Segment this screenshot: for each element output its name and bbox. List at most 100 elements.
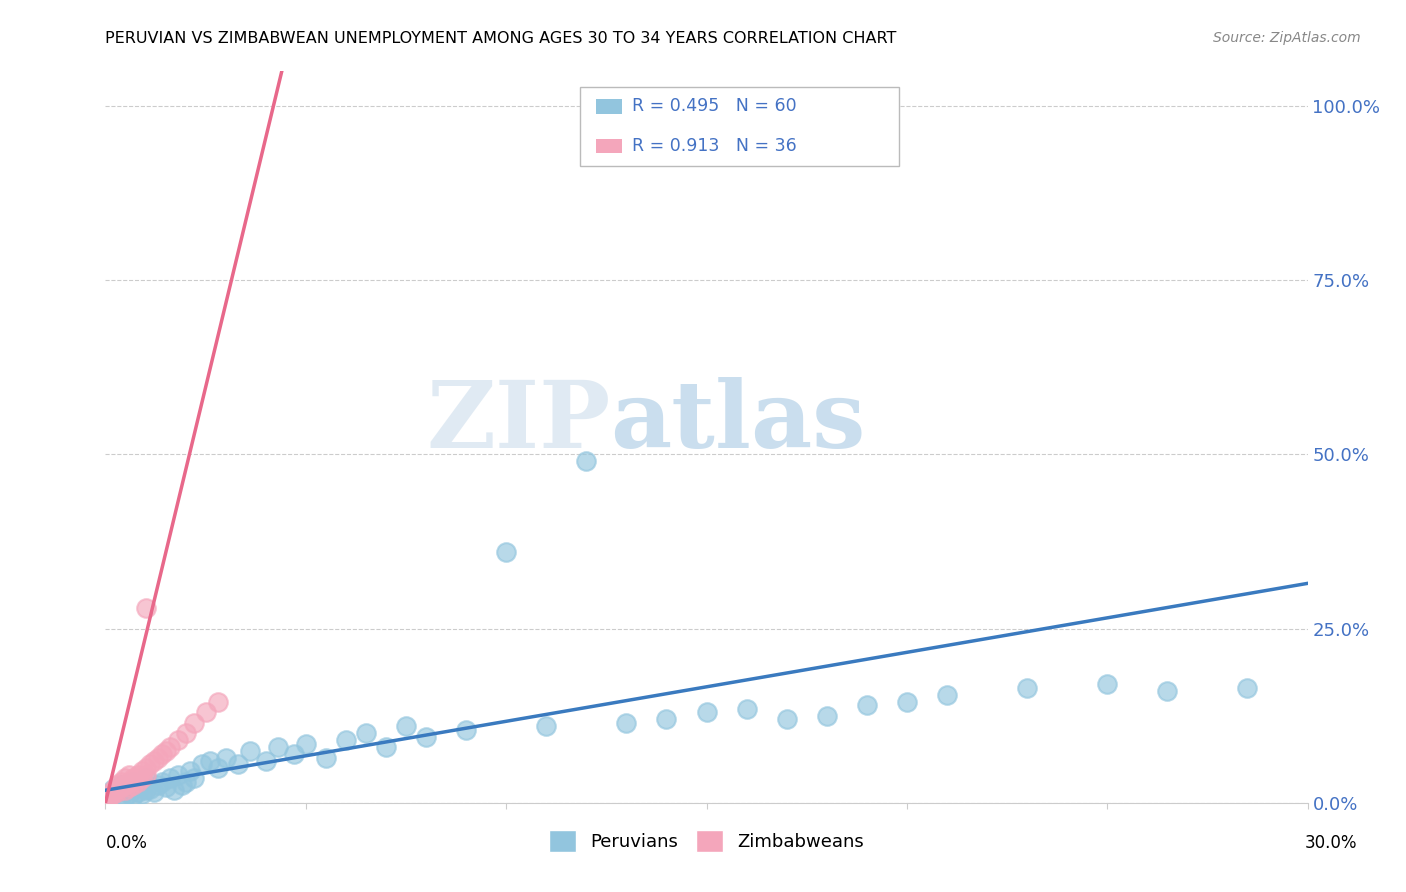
Point: [267, 740, 290, 755]
Point: [179, 764, 201, 779]
Point: [110, 789, 132, 803]
Point: [107, 785, 129, 799]
Text: Source: ZipAtlas.com: Source: ZipAtlas.com: [1213, 31, 1361, 45]
Point: [146, 750, 169, 764]
Point: [174, 775, 197, 789]
Point: [114, 778, 136, 792]
Point: [375, 740, 398, 755]
Point: [114, 790, 136, 805]
Point: [536, 719, 558, 733]
Point: [855, 698, 877, 713]
Point: [415, 730, 437, 744]
Point: [183, 772, 205, 786]
Point: [107, 785, 129, 799]
Point: [776, 712, 799, 726]
Point: [142, 754, 165, 768]
Point: [150, 747, 173, 761]
Point: [146, 778, 169, 792]
Point: [122, 789, 145, 803]
Point: [118, 768, 141, 782]
Point: [295, 737, 318, 751]
Point: [616, 715, 638, 730]
Point: [170, 778, 193, 792]
Point: [159, 772, 181, 786]
Point: [166, 733, 188, 747]
Point: [142, 785, 165, 799]
Point: [127, 785, 149, 799]
Point: [131, 764, 153, 779]
Point: [103, 781, 125, 796]
Point: [118, 780, 141, 795]
Point: [135, 768, 157, 782]
Point: [214, 750, 236, 764]
Point: [135, 783, 157, 797]
Point: [135, 761, 157, 775]
Point: [98, 789, 121, 803]
Point: [696, 705, 718, 719]
Point: [155, 780, 177, 795]
Legend: Peruvians, Zimbabweans: Peruvians, Zimbabweans: [541, 823, 872, 860]
Point: [936, 688, 959, 702]
Point: [207, 695, 229, 709]
Point: [495, 545, 517, 559]
Point: [131, 778, 153, 792]
Point: [166, 768, 188, 782]
Point: [190, 757, 212, 772]
Point: [1156, 684, 1178, 698]
Point: [239, 743, 262, 757]
Text: 0.0%: 0.0%: [105, 834, 148, 852]
Point: [114, 783, 136, 797]
Point: [159, 740, 181, 755]
Point: [735, 702, 758, 716]
Point: [98, 790, 121, 805]
Point: [207, 761, 229, 775]
Point: [183, 715, 205, 730]
Point: [135, 600, 157, 615]
Point: [354, 726, 377, 740]
Point: [127, 768, 149, 782]
Point: [283, 747, 305, 761]
Point: [150, 775, 173, 789]
Point: [131, 788, 153, 802]
Text: ZIP: ZIP: [426, 377, 610, 467]
Point: [107, 781, 129, 796]
Point: [110, 780, 132, 795]
Point: [138, 757, 160, 772]
Point: [118, 775, 141, 789]
Point: [198, 754, 221, 768]
Point: [103, 783, 125, 797]
Point: [1236, 681, 1258, 695]
Point: [395, 719, 418, 733]
Point: [194, 705, 217, 719]
Point: [575, 454, 598, 468]
Point: [174, 726, 197, 740]
Point: [103, 785, 125, 799]
Point: [1017, 681, 1039, 695]
Point: [315, 750, 337, 764]
Point: [107, 778, 129, 792]
Bar: [596, 138, 623, 153]
Point: [335, 733, 357, 747]
Text: atlas: atlas: [610, 377, 866, 467]
Point: [655, 712, 678, 726]
Point: [155, 743, 177, 757]
Point: [110, 775, 132, 789]
Point: [138, 781, 160, 796]
Point: [1097, 677, 1119, 691]
Text: R = 0.913   N = 36: R = 0.913 N = 36: [631, 137, 797, 155]
Point: [456, 723, 478, 737]
Point: [118, 788, 141, 802]
FancyBboxPatch shape: [581, 87, 898, 167]
Point: [896, 695, 918, 709]
Point: [127, 775, 149, 789]
Point: [131, 772, 153, 786]
Point: [110, 778, 132, 792]
Point: [226, 757, 249, 772]
Point: [254, 754, 277, 768]
Point: [103, 788, 125, 802]
Point: [122, 775, 145, 789]
Text: 30.0%: 30.0%: [1305, 834, 1357, 852]
Point: [114, 783, 136, 797]
Bar: [596, 99, 623, 114]
Point: [114, 772, 136, 786]
